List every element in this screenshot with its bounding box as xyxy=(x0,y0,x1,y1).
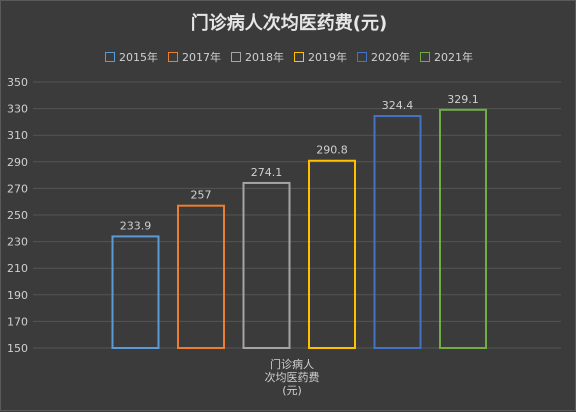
y-tick-label-250: 250 xyxy=(7,209,28,222)
legend-label-6: 2021年 xyxy=(434,51,473,64)
legend-label-1: 2015年 xyxy=(119,51,158,64)
y-tick-label-150: 150 xyxy=(7,342,28,355)
legend-swatch-6 xyxy=(420,52,430,62)
legend-item-2: 2017年 xyxy=(168,49,221,65)
category-label-line-1: 门诊病人 xyxy=(270,358,314,371)
y-tick-label-310: 310 xyxy=(7,129,28,142)
data-label-2018年: 274.1 xyxy=(251,166,283,179)
category-label-line-2: 次均医药费 xyxy=(264,371,320,384)
legend-item-5: 2020年 xyxy=(357,49,410,65)
legend-swatch-5 xyxy=(357,52,367,62)
legend-label-2: 2017年 xyxy=(182,51,221,64)
chart-title: 门诊病人次均医药费(元) xyxy=(190,13,388,34)
bar-2015年 xyxy=(111,235,160,349)
category-label-line-3: (元) xyxy=(282,384,302,397)
legend-item-4: 2019年 xyxy=(294,49,347,65)
chart-legend: 2015年 2017年 2018年 2019年 2020年 2021年 xyxy=(1,49,576,65)
y-tick-label-170: 170 xyxy=(7,315,28,328)
legend-item-6: 2021年 xyxy=(420,49,473,65)
y-tick-label-210: 210 xyxy=(7,262,28,275)
data-label-2021年: 329.1 xyxy=(447,93,479,106)
y-tick-label-350: 350 xyxy=(7,76,28,89)
data-label-2019年: 290.8 xyxy=(316,144,348,157)
legend-item-1: 2015年 xyxy=(105,49,158,65)
y-tick-label-230: 230 xyxy=(7,236,28,249)
bar-2017年 xyxy=(177,204,225,349)
legend-item-3: 2018年 xyxy=(231,49,284,65)
legend-swatch-2 xyxy=(168,52,178,62)
y-tick-label-190: 190 xyxy=(7,289,28,302)
bar-2018年 xyxy=(242,181,291,349)
y-tick-label-330: 330 xyxy=(7,103,28,116)
legend-label-3: 2018年 xyxy=(245,51,284,64)
legend-label-5: 2020年 xyxy=(371,51,410,64)
bar-2019年 xyxy=(308,159,356,349)
category-axis-label: 门诊病人 次均医药费 (元) xyxy=(257,358,327,397)
legend-swatch-1 xyxy=(105,52,115,62)
y-tick-label-270: 270 xyxy=(7,182,28,195)
data-label-2020年: 324.4 xyxy=(382,99,414,112)
data-label-2017年: 257 xyxy=(191,189,212,202)
bar-2021年 xyxy=(439,108,487,349)
legend-label-4: 2019年 xyxy=(308,51,347,64)
bar-2020年 xyxy=(373,115,422,349)
legend-swatch-4 xyxy=(294,52,304,62)
data-label-2015年: 233.9 xyxy=(120,219,152,232)
y-tick-label-290: 290 xyxy=(7,156,28,169)
legend-swatch-3 xyxy=(231,52,241,62)
